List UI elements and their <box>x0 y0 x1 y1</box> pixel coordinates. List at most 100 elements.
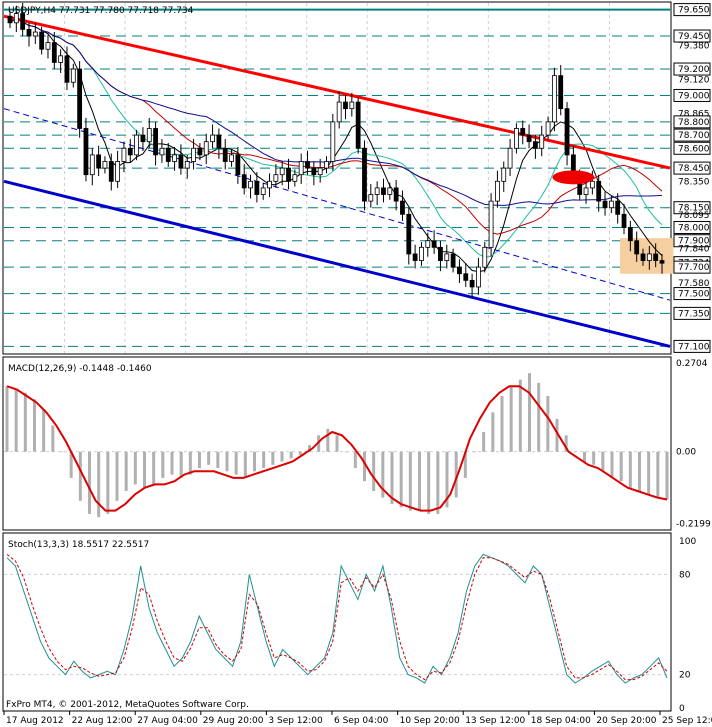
candle-body <box>476 266 481 288</box>
macd-histogram-bar <box>308 445 311 452</box>
macd-axis-label: 0.2704 <box>676 359 708 369</box>
candle-body <box>317 167 323 176</box>
stoch-axis-label: 100 <box>679 537 696 547</box>
highlight-oval <box>552 170 595 185</box>
candle-body <box>279 167 285 176</box>
candle-body <box>412 253 418 261</box>
candle-body <box>45 42 51 50</box>
macd-histogram-bar <box>280 451 284 462</box>
macd-axis-label: -0.2199 <box>676 520 711 530</box>
candle-body <box>70 68 76 83</box>
x-axis-label: 22 Aug 12:00 <box>72 716 133 726</box>
macd-histogram-bar <box>482 432 486 452</box>
candle-body <box>89 154 95 176</box>
candle-body <box>336 101 342 123</box>
price-axis-label: 77.840 <box>678 245 710 255</box>
candle-body <box>32 31 38 37</box>
price-axis-label: 77.700 <box>678 263 710 273</box>
macd-histogram-bar <box>289 451 293 459</box>
price-axis-label: 78.350 <box>678 177 710 187</box>
macd-histogram-bar <box>69 451 73 478</box>
candle-body <box>387 187 393 195</box>
candle-body <box>621 213 627 228</box>
consolidation-highlight <box>620 238 674 274</box>
candle-body <box>602 200 608 209</box>
price-axis-label: 78.000 <box>678 224 710 234</box>
price-axis-label: 78.700 <box>678 131 710 141</box>
macd-histogram-bar <box>78 451 82 501</box>
x-axis-label: 10 Sep 20:00 <box>400 716 460 726</box>
price-axis-label: 79.120 <box>678 76 710 86</box>
macd-histogram-bar <box>60 451 64 453</box>
macd-panel <box>4 373 670 518</box>
candle-body <box>583 187 589 195</box>
x-axis-label: 29 Aug 20:00 <box>203 716 264 726</box>
candle-body <box>589 180 595 189</box>
candle-body <box>20 13 26 30</box>
candle-body <box>96 154 102 169</box>
macd-histogram-bar <box>234 451 238 475</box>
moving-average-line <box>9 17 663 206</box>
stoch-legend: Stoch(13,3,3) 18.5517 22.5517 <box>8 540 149 550</box>
price-label-box <box>673 161 711 175</box>
macd-histogram-bar <box>179 451 183 478</box>
stoch-panel <box>4 553 670 684</box>
stoch-panel-frame <box>2 532 672 712</box>
macd-histogram-bar <box>619 451 623 482</box>
macd-histogram-bar <box>97 451 101 518</box>
candle-body <box>26 29 32 37</box>
price-label-box <box>673 287 711 301</box>
macd-histogram-bar <box>408 451 412 511</box>
candle-body <box>400 200 405 215</box>
candle-body <box>286 167 291 182</box>
candle-body <box>564 108 570 156</box>
macd-histogram-bar <box>546 396 550 452</box>
candle-body <box>254 180 260 195</box>
macd-histogram-bar <box>335 435 339 452</box>
macd-histogram-bar <box>353 451 357 469</box>
candle-body <box>431 240 437 248</box>
macd-histogram-bar <box>262 451 266 469</box>
candle-body <box>241 174 247 189</box>
price-axis-label: 77.900 <box>678 237 710 247</box>
price-label-box <box>673 128 711 142</box>
macd-histogram-bar <box>601 451 605 472</box>
macd-histogram-bar <box>115 451 119 501</box>
candle-body <box>640 253 646 261</box>
stoch-axis-label: 20 <box>679 671 691 681</box>
x-axis-label: 13 Sep 12:00 <box>465 716 525 726</box>
candle-body <box>634 240 640 255</box>
macd-histogram-bar <box>555 418 559 452</box>
candle-body <box>393 187 399 202</box>
price-axis-label: 78.800 <box>678 118 710 128</box>
x-axis-label: 25 Sep 12:00 <box>662 716 712 726</box>
macd-histogram-bar <box>583 451 586 462</box>
candle-body <box>292 174 298 182</box>
x-axis-label: 6 Sep 04:00 <box>334 716 389 726</box>
candle-body <box>229 154 234 162</box>
candle-body <box>108 161 114 182</box>
channel-red-line <box>3 14 671 170</box>
macd-histogram-bar <box>14 389 18 452</box>
candle-body <box>330 121 336 162</box>
price-legend: USDJPY,H4 77.731 77.780 77.718 77.734 <box>8 6 194 16</box>
candle-body <box>210 134 215 143</box>
candle-body <box>495 180 500 202</box>
candle-body <box>627 227 633 242</box>
macd-histogram-bar <box>509 386 513 452</box>
macd-histogram-bar <box>243 451 247 478</box>
macd-histogram-bar <box>573 451 577 453</box>
candle-body <box>39 31 45 50</box>
candle-body <box>102 161 108 169</box>
macd-histogram-bar <box>463 451 467 478</box>
candle-body <box>551 75 557 123</box>
candle-body <box>507 147 513 169</box>
macd-histogram-bar <box>88 451 91 514</box>
stoch-axis-label: 80 <box>679 570 691 580</box>
macd-histogram-bar <box>528 373 531 452</box>
macd-histogram-bar <box>381 451 385 498</box>
candle-body <box>349 101 355 110</box>
candle-body <box>362 147 367 202</box>
macd-histogram-bar <box>170 451 174 475</box>
